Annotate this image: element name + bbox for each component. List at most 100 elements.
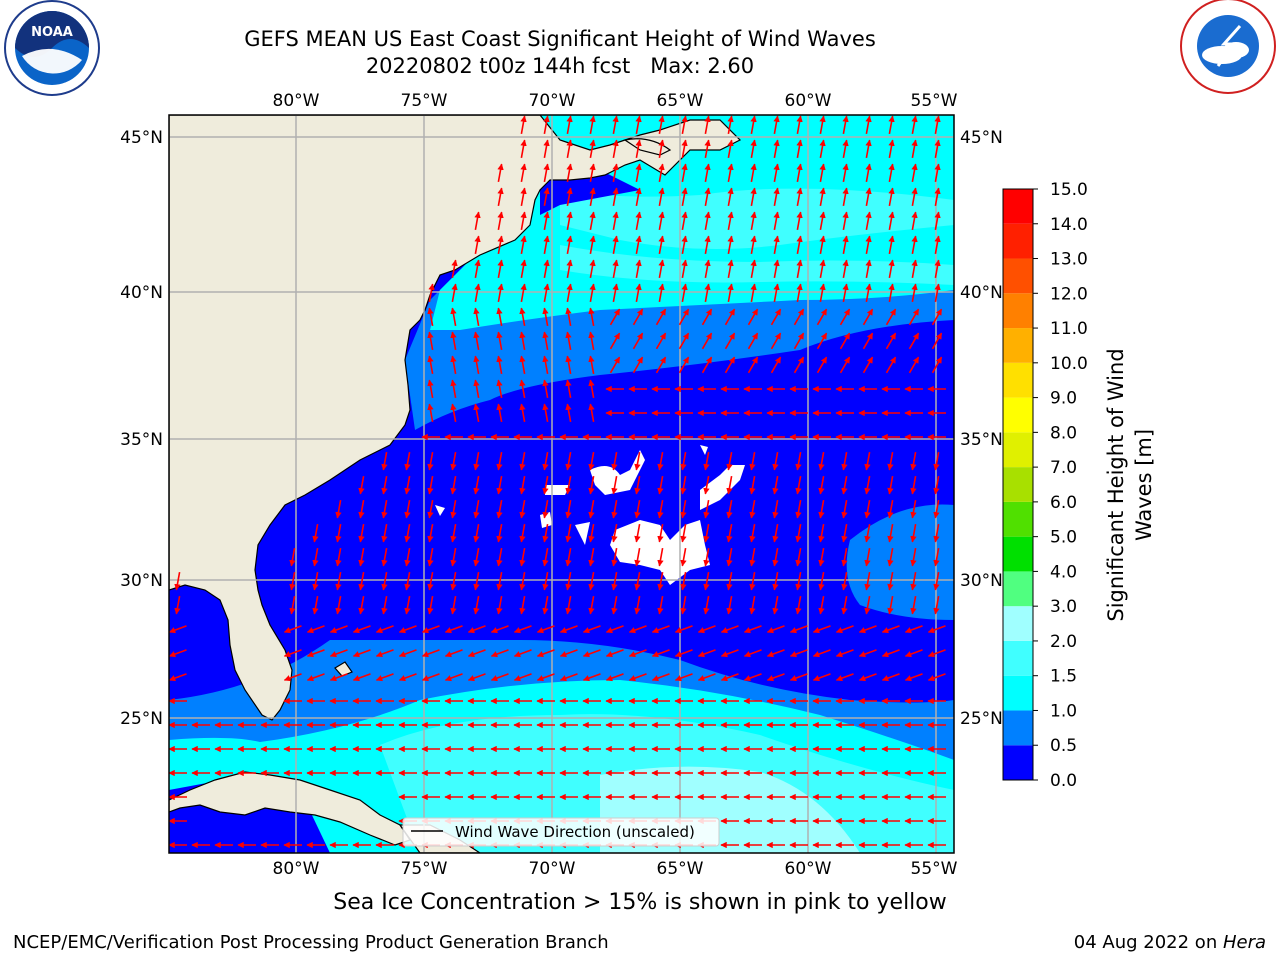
- wave-direction-arrow: [704, 259, 711, 279]
- wave-direction-arrow: [727, 115, 734, 135]
- wave-direction-arrow: [864, 595, 871, 615]
- wave-direction-arrow: [657, 451, 664, 471]
- wave-direction-arrow: [335, 523, 342, 543]
- wave-direction-arrow: [789, 673, 808, 682]
- wave-direction-arrow: [306, 649, 325, 658]
- wave-direction-arrow: [490, 673, 509, 682]
- wave-direction-arrow: [565, 547, 572, 567]
- colorbar-swatch: [1003, 571, 1033, 607]
- wave-direction-arrow: [818, 547, 825, 567]
- wave-direction-arrow: [543, 163, 550, 183]
- wave-direction-arrow: [427, 379, 434, 399]
- arrow-legend: Wind Wave Direction (unscaled): [402, 817, 720, 847]
- wave-direction-arrow: [888, 211, 895, 231]
- wave-direction-arrow: [632, 356, 644, 374]
- wave-direction-arrow: [747, 308, 759, 326]
- wave-direction-arrow: [536, 673, 555, 682]
- wave-direction-arrow: [910, 547, 917, 567]
- wave-direction-arrow: [888, 115, 895, 135]
- wave-direction-arrow: [887, 451, 894, 471]
- wave-direction-arrow: [858, 673, 877, 682]
- wave-direction-arrow: [588, 547, 595, 567]
- wave-direction-arrow: [911, 211, 918, 231]
- wave-direction-arrow: [881, 673, 900, 682]
- wave-direction-arrow: [680, 499, 687, 519]
- wave-direction-arrow: [726, 451, 733, 471]
- wave-direction-arrow: [605, 625, 624, 634]
- colorbar-tick-label: 11.0: [1050, 319, 1088, 339]
- wave-direction-arrow: [566, 283, 573, 303]
- wave-direction-arrow: [795, 451, 802, 471]
- wave-direction-arrow: [842, 115, 849, 135]
- wave-direction-arrow: [681, 259, 688, 279]
- wave-direction-arrow: [678, 356, 690, 374]
- wave-direction-arrow: [496, 403, 503, 423]
- wave-direction-arrow: [795, 571, 802, 591]
- wave-direction-arrow: [289, 595, 296, 615]
- wave-direction-arrow: [283, 649, 302, 658]
- wave-direction-arrow: [589, 259, 596, 279]
- wave-direction-arrow: [726, 547, 733, 567]
- wave-direction-arrow: [796, 235, 803, 255]
- wave-direction-arrow: [772, 451, 779, 471]
- wave-direction-arrow: [657, 523, 664, 543]
- wave-direction-arrow: [496, 547, 503, 567]
- wave-direction-arrow: [766, 649, 785, 658]
- colorbar-ticks: 0.0 0.5 1.0 1.5 2.0 3.0 4.0 5.0 6.0 7.0 8.0 9.0 10.0…: [1033, 180, 1088, 791]
- colorbar-tick-label: 5.0: [1050, 528, 1077, 548]
- wave-direction-arrow: [658, 211, 665, 231]
- lon-label-bottom: 55°W: [911, 859, 958, 879]
- wave-direction-arrow: [934, 187, 941, 207]
- wave-direction-arrow: [634, 595, 641, 615]
- wave-direction-arrow: [862, 356, 874, 374]
- wave-direction-arrow: [888, 259, 895, 279]
- wave-direction-arrow: [612, 283, 619, 303]
- colorbar-swatch: [1003, 223, 1033, 259]
- wave-direction-arrow: [543, 259, 550, 279]
- wave-direction-arrow: [427, 475, 434, 495]
- map-title: GEFS MEAN US East Coast Significant Heig…: [244, 27, 876, 51]
- wave-direction-arrow: [520, 139, 527, 159]
- wave-direction-arrow: [887, 475, 894, 495]
- wave-direction-arrow: [795, 499, 802, 519]
- wave-direction-arrow: [467, 649, 486, 658]
- wave-direction-arrow: [589, 187, 596, 207]
- colorbar-frame: [1002, 188, 1034, 781]
- wave-direction-arrow: [589, 139, 596, 159]
- wave-direction-arrow: [634, 523, 641, 543]
- wave-direction-arrow: [927, 625, 946, 634]
- wave-direction-arrow: [609, 308, 621, 326]
- wave-direction-arrow: [773, 163, 780, 183]
- wave-direction-arrow: [773, 259, 780, 279]
- legend-label: Wind Wave Direction (unscaled): [455, 823, 695, 841]
- wave-direction-arrow: [841, 451, 848, 471]
- colorbar-tick-label: 4.0: [1050, 562, 1077, 582]
- wave-direction-arrow: [565, 595, 572, 615]
- colorbar-swatch: [1003, 640, 1033, 676]
- wave-direction-arrow: [421, 673, 440, 682]
- lon-label-top: 60°W: [785, 91, 832, 111]
- wave-direction-arrow: [542, 355, 549, 375]
- wave-direction-arrow: [520, 283, 527, 303]
- wave-direction-arrow: [329, 649, 348, 658]
- wave-direction-arrow: [703, 451, 710, 471]
- wave-direction-arrow: [747, 332, 759, 350]
- wave-direction-arrow: [450, 547, 457, 567]
- wave-direction-arrow: [582, 673, 601, 682]
- wave-direction-arrow: [565, 403, 572, 423]
- wave-direction-arrow: [704, 211, 711, 231]
- wave-direction-arrow: [796, 115, 803, 135]
- wave-direction-arrow: [657, 571, 664, 591]
- wave-direction-arrow: [749, 475, 756, 495]
- wave-direction-arrow: [519, 523, 526, 543]
- wave-direction-arrow: [657, 595, 664, 615]
- wave-direction-arrow: [750, 259, 757, 279]
- wave-direction-arrow: [335, 571, 342, 591]
- wave-direction-arrow: [681, 211, 688, 231]
- wave-direction-arrow: [519, 499, 526, 519]
- wave-direction-arrow: [864, 523, 871, 543]
- colorbar-tick-label: 1.0: [1050, 701, 1077, 721]
- wave-direction-arrow: [496, 307, 503, 327]
- wave-direction-arrow: [655, 356, 667, 374]
- wave-direction-arrow: [796, 211, 803, 231]
